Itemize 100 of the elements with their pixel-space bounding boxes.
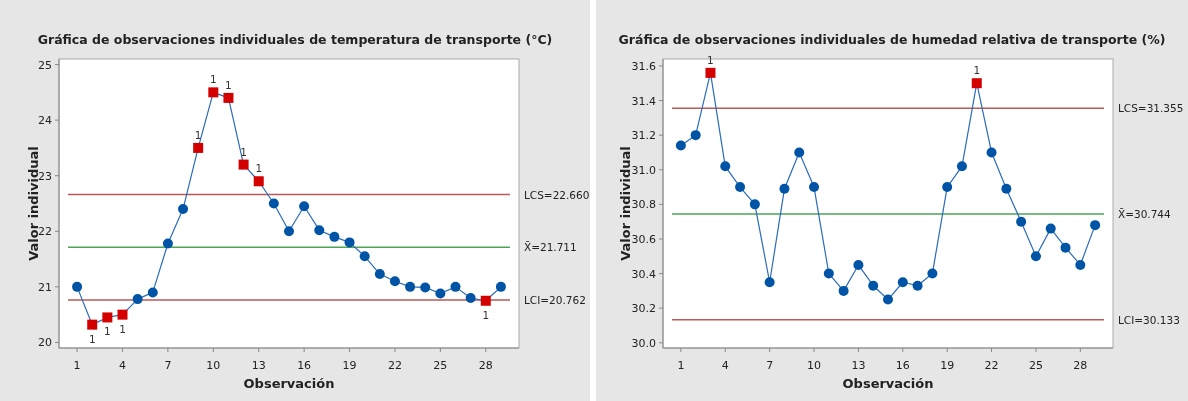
point	[779, 183, 790, 194]
point	[675, 140, 686, 151]
y-tick-label: 30.0	[631, 336, 656, 350]
point	[268, 198, 279, 209]
point	[102, 312, 113, 323]
point	[838, 285, 849, 296]
point	[359, 251, 370, 262]
point	[223, 92, 234, 103]
point	[344, 237, 355, 248]
point	[986, 147, 997, 158]
ref-line-label: X̄=30.744	[1118, 208, 1172, 221]
y-tick-label: 31.0	[631, 163, 656, 177]
y-tick-label: 22	[38, 225, 52, 239]
point	[147, 287, 158, 298]
ref-line-label: LCS=22.660	[524, 188, 590, 201]
point	[405, 281, 416, 292]
x-tick-label: 13	[851, 359, 866, 372]
y-tick-label: 30.4	[631, 267, 656, 281]
x-tick-label: 28	[1073, 359, 1088, 372]
x-tick-label: 25	[1028, 359, 1043, 372]
point	[314, 225, 325, 236]
annotation: 1	[973, 64, 981, 77]
point	[764, 277, 775, 288]
x-tick-label: 22	[984, 359, 999, 372]
point	[299, 201, 310, 212]
y-tick-label: 31.2	[631, 129, 656, 143]
annotation: 1	[88, 332, 96, 345]
annotation: 1	[240, 145, 247, 158]
point	[823, 268, 834, 279]
point	[883, 294, 893, 305]
chart-title: Gráfica de observaciones individuales de humedad relativa de transporte (%)	[618, 32, 1166, 47]
point	[193, 142, 204, 153]
point	[117, 309, 128, 320]
y-tick-label: 24	[38, 114, 52, 128]
point	[1001, 183, 1012, 194]
x-tick-label: 4	[118, 359, 126, 372]
annotation: 1	[255, 162, 263, 175]
annotation: 1	[194, 128, 202, 141]
y-tick-label: 31.4	[631, 94, 656, 108]
point	[809, 182, 820, 193]
x-axis-title: Observación	[243, 376, 335, 391]
x-tick-label: 16	[895, 359, 910, 372]
point	[912, 280, 923, 291]
point	[690, 130, 701, 141]
x-tick-label: 4	[721, 359, 729, 372]
x-tick-label: 19	[940, 359, 955, 372]
annotation: 1	[209, 73, 217, 86]
point	[495, 281, 506, 292]
point	[956, 161, 967, 172]
x-tick-label: 16	[297, 359, 312, 372]
y-tick-label: 20	[38, 336, 52, 350]
x-tick-label: 13	[251, 359, 266, 372]
y-tick-label: 21	[38, 280, 52, 294]
x-tick-label: 7	[164, 359, 172, 372]
y-tick-label: 30.6	[631, 232, 656, 246]
point	[87, 319, 98, 330]
point	[1045, 223, 1056, 234]
point	[329, 231, 340, 242]
point	[794, 147, 805, 158]
ref-line-label: LCS=31.355	[1118, 102, 1184, 115]
y-tick-label: 30.2	[631, 302, 656, 316]
ref-line-label: X̄=21.711	[524, 241, 577, 254]
x-tick-label: 28	[478, 359, 493, 372]
annotation: 1	[482, 308, 490, 321]
point	[253, 176, 264, 187]
x-tick-label: 1	[73, 359, 81, 372]
y-tick-label: 23	[38, 169, 52, 183]
x-tick-label: 1	[677, 359, 685, 372]
point	[1030, 251, 1041, 262]
x-tick-label: 19	[342, 359, 357, 372]
point	[389, 276, 400, 287]
y-tick-label: 31.6	[631, 59, 656, 73]
x-tick-label: 22	[387, 359, 402, 372]
point	[162, 238, 173, 249]
x-axis-title: Observación	[842, 376, 934, 391]
point	[720, 161, 731, 172]
point	[420, 282, 431, 293]
point	[1090, 220, 1101, 231]
annotation: 1	[119, 322, 126, 335]
annotation: 1	[225, 78, 232, 91]
point	[208, 87, 219, 98]
y-tick-label: 25	[38, 58, 52, 72]
x-tick-label: 10	[807, 359, 822, 372]
point	[480, 295, 491, 306]
point	[897, 277, 908, 288]
point	[132, 294, 143, 305]
y-tick-label: 30.8	[631, 198, 656, 212]
y-axis-title: Valor individual	[618, 146, 633, 261]
point	[178, 204, 189, 215]
chart-title: Gráfica de observaciones individuales de temperatura de transporte (°C)	[37, 32, 553, 47]
point	[435, 288, 446, 299]
ref-line-label: LCI=20.762	[524, 294, 586, 307]
point	[927, 268, 938, 279]
point	[942, 182, 953, 193]
point	[374, 269, 385, 280]
point	[1016, 216, 1027, 227]
annotation: 1	[707, 53, 714, 66]
x-tick-label: 25	[433, 359, 448, 372]
x-tick-label: 10	[206, 359, 221, 372]
point	[1075, 259, 1086, 270]
